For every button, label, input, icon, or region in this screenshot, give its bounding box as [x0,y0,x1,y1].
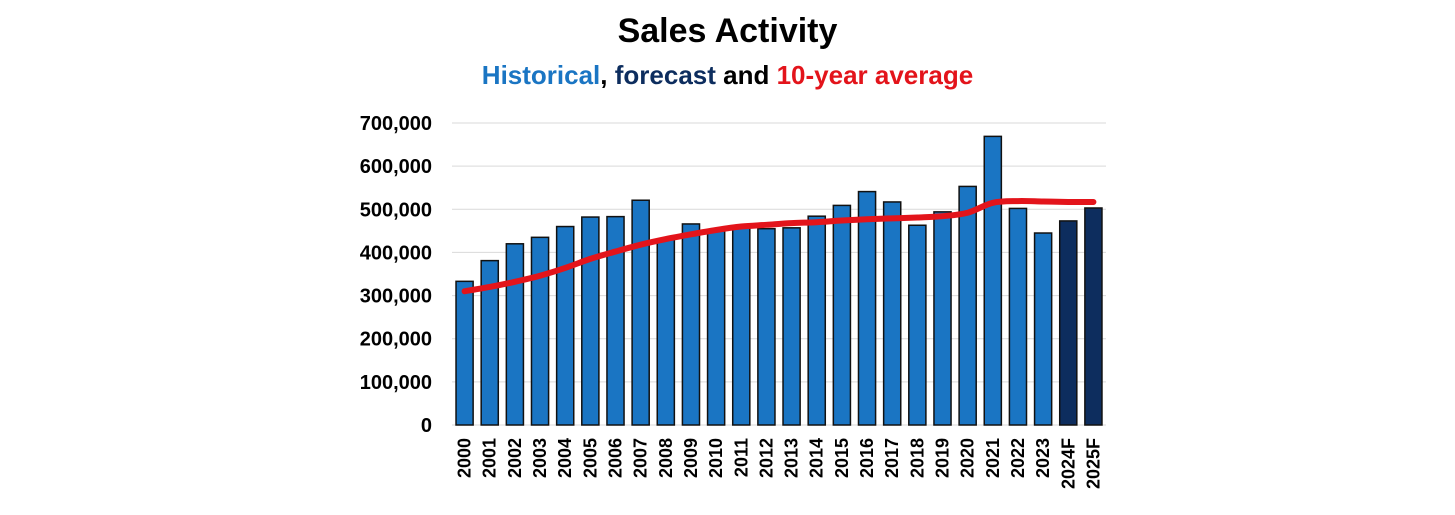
bar-2014 [807,215,827,426]
bar-2016 [857,190,877,426]
bar-2020 [958,185,977,426]
bar-2012 [757,227,776,426]
x-tick-label: 2009 [681,438,701,478]
bar-2025f [1084,207,1103,426]
bar-2013 [782,227,801,426]
y-tick-label: 700,000 [360,113,432,135]
bar-2018 [908,224,927,426]
bars [455,135,1103,426]
x-tick-label: 2001 [480,438,500,478]
bar-2021 [983,135,1003,426]
subtitle-forecast: forecast [614,60,716,90]
bar-2024f [1058,220,1078,426]
bar-2006 [606,215,625,426]
y-tick-label: 500,000 [360,199,432,221]
x-tick-label: 2021 [983,438,1003,478]
bar-2023 [1033,232,1053,426]
x-axis-ticks: 2000 2001 2002 2003 2004 2005 2006 2007 2008 2009… [455,438,1104,489]
chart-subtitle: Historical, forecast and 10-year average [0,60,1455,91]
x-tick-label: 2012 [756,438,776,478]
bar-2017 [882,201,902,426]
x-tick-label: 2003 [530,438,550,478]
subtitle-average: 10-year average [776,60,974,90]
bar-2002 [505,243,525,426]
x-tick-label: 2020 [958,438,978,478]
x-tick-label: 2013 [782,438,802,478]
x-tick-label: 2023 [1033,438,1053,478]
bar-2009 [681,223,701,426]
x-tick-label: 2008 [656,438,676,478]
x-tick-label: 2025F [1083,438,1103,489]
x-tick-label: 2011 [731,438,751,477]
bar-2004 [555,225,575,426]
bar-2001 [480,259,500,426]
bar-2019 [933,211,952,426]
bar-2015 [832,204,852,426]
bar-2000 [455,280,474,426]
chart-title: Sales Activity [617,12,838,50]
x-tick-label: 2006 [606,438,626,478]
x-tick-label: 2022 [1008,438,1028,478]
bar-2005 [581,216,600,426]
x-tick-label: 2002 [505,438,525,478]
average-line-layer [461,198,1097,295]
x-tick-label: 2018 [907,438,927,478]
x-tick-label: 2024F [1058,438,1078,489]
average-line [461,198,1097,295]
x-tick-label: 2000 [455,438,475,478]
x-tick-label: 2017 [882,438,902,478]
y-tick-label: 300,000 [360,286,432,308]
x-tick-label: 2004 [555,438,575,478]
x-tick-label: 2016 [857,438,877,478]
bar-2022 [1008,207,1028,426]
bar-2003 [530,236,550,426]
subtitle-separator-2: and [715,60,777,90]
bar-2007 [631,199,650,426]
x-tick-label: 2014 [807,438,827,478]
x-tick-label: 2010 [706,438,726,478]
y-tick-label: 600,000 [360,156,432,178]
y-tick-label: 200,000 [360,329,432,351]
subtitle-historical: Historical [481,60,601,90]
subtitle-separator-1: , [600,60,615,90]
y-axis-ticks: 0 100,000 200,000 300,000 400,000 500,000 600,… [360,113,432,437]
y-tick-label: 400,000 [360,242,432,264]
y-tick-label: 0 [421,415,432,437]
bar-2010 [706,230,726,426]
bar-2011 [731,225,751,426]
x-tick-label: 2007 [631,438,651,478]
y-tick-label: 100,000 [360,372,432,394]
x-tick-label: 2005 [580,438,600,478]
bar-2008 [656,238,676,426]
x-tick-label: 2015 [832,438,852,478]
x-tick-label: 2019 [933,438,953,478]
